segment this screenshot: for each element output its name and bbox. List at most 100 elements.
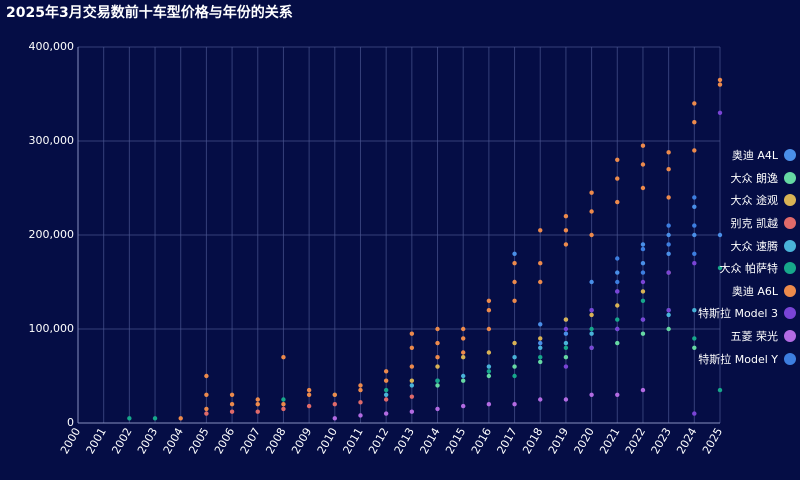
data-point (435, 326, 440, 332)
data-point (461, 403, 466, 409)
x-tick-label: 2021 (597, 426, 622, 457)
data-point (717, 387, 723, 393)
data-point (512, 355, 517, 360)
series-9 (615, 195, 697, 285)
data-point (435, 378, 440, 383)
data-point (589, 279, 594, 285)
data-point (383, 397, 389, 402)
data-point (589, 345, 594, 350)
data-point (229, 392, 235, 397)
legend-label: 特斯拉 Model Y (698, 352, 778, 366)
data-point (486, 308, 492, 313)
data-point (358, 400, 363, 405)
data-point (563, 242, 569, 247)
data-point (538, 345, 543, 350)
data-point (409, 378, 415, 383)
data-point (229, 409, 235, 414)
legend-item[interactable]: 大众 朗逸 (676, 167, 796, 190)
chart-title: 2025年3月交易数前十车型价格与年份的关系 (6, 5, 293, 21)
data-point (717, 82, 723, 87)
data-point (640, 143, 646, 148)
x-tick-label: 2019 (546, 426, 571, 457)
data-point (178, 416, 183, 421)
series-1 (435, 326, 697, 388)
data-point (538, 228, 543, 233)
data-point (332, 416, 337, 421)
legend-label: 大众 速腾 (730, 239, 779, 253)
data-point (538, 355, 543, 360)
data-point (358, 413, 363, 418)
x-tick-label: 2018 (520, 426, 545, 457)
data-point (486, 326, 492, 332)
x-tick-label: 2005 (186, 426, 211, 457)
data-point (640, 162, 646, 167)
x-tick-label: 2009 (289, 426, 314, 457)
data-point (563, 228, 569, 233)
data-point (435, 364, 440, 369)
legend-item[interactable]: 别克 凯越 (676, 212, 796, 235)
y-tick-label: 300,000 (29, 134, 75, 147)
legend-item[interactable]: 大众 帕萨特 (676, 257, 796, 280)
data-point (563, 331, 569, 336)
data-point (409, 345, 415, 350)
data-point (692, 336, 697, 341)
legend-item[interactable]: 大众 速腾 (676, 234, 796, 257)
data-point (358, 383, 363, 388)
data-point (563, 364, 569, 369)
data-point (640, 246, 646, 252)
x-tick-label: 2000 (58, 426, 83, 457)
data-point (538, 336, 543, 341)
legend-swatch (784, 352, 796, 365)
data-point (461, 373, 466, 379)
x-tick-label: 2007 (238, 426, 263, 457)
data-point (383, 369, 389, 374)
legend-swatch (784, 307, 796, 320)
legend-label: 奥迪 A6L (731, 284, 778, 298)
data-point (538, 279, 543, 285)
data-point (692, 223, 697, 228)
data-point (486, 298, 492, 303)
legend-item[interactable]: 奥迪 A6L (676, 280, 796, 303)
legend-item[interactable]: 特斯拉 Model Y (676, 347, 796, 370)
series-6 (178, 77, 723, 421)
y-tick-label: 400,000 (29, 40, 75, 53)
legend-item[interactable]: 五菱 荣光 (676, 325, 796, 348)
data-point (486, 350, 492, 355)
data-point (615, 256, 620, 261)
data-point (512, 279, 517, 285)
data-point (409, 394, 415, 399)
legend-item[interactable]: 特斯拉 Model 3 (676, 302, 796, 325)
data-point (717, 110, 723, 116)
y-tick-label: 100,000 (29, 322, 75, 335)
legend-label: 大众 帕萨特 (719, 262, 779, 276)
data-point (589, 308, 594, 313)
y-tick-label: 200,000 (29, 228, 75, 241)
data-point (512, 364, 517, 369)
data-point (615, 157, 620, 162)
legend-item[interactable]: 奥迪 A4L (676, 144, 796, 167)
x-tick-label: 2022 (623, 426, 648, 457)
x-tick-label: 2015 (443, 426, 468, 457)
data-point (409, 409, 415, 414)
data-point (306, 392, 312, 397)
data-point (589, 209, 594, 214)
data-point (615, 392, 620, 397)
legend-item[interactable]: 大众 途观 (676, 189, 796, 212)
data-point (538, 359, 543, 365)
data-point (563, 355, 569, 360)
data-point (127, 416, 132, 421)
data-point (383, 387, 389, 393)
data-point (563, 397, 569, 402)
data-point (281, 397, 286, 402)
x-tick-label: 2008 (263, 426, 288, 457)
grid-lines (77, 46, 721, 424)
data-point (563, 340, 569, 346)
x-tick-label: 2004 (161, 426, 186, 457)
data-point (383, 392, 389, 397)
legend-label: 特斯拉 Model 3 (697, 307, 778, 321)
x-tick-label: 2002 (109, 426, 134, 457)
data-point (538, 322, 543, 327)
data-point (640, 317, 646, 322)
data-point (640, 242, 646, 247)
